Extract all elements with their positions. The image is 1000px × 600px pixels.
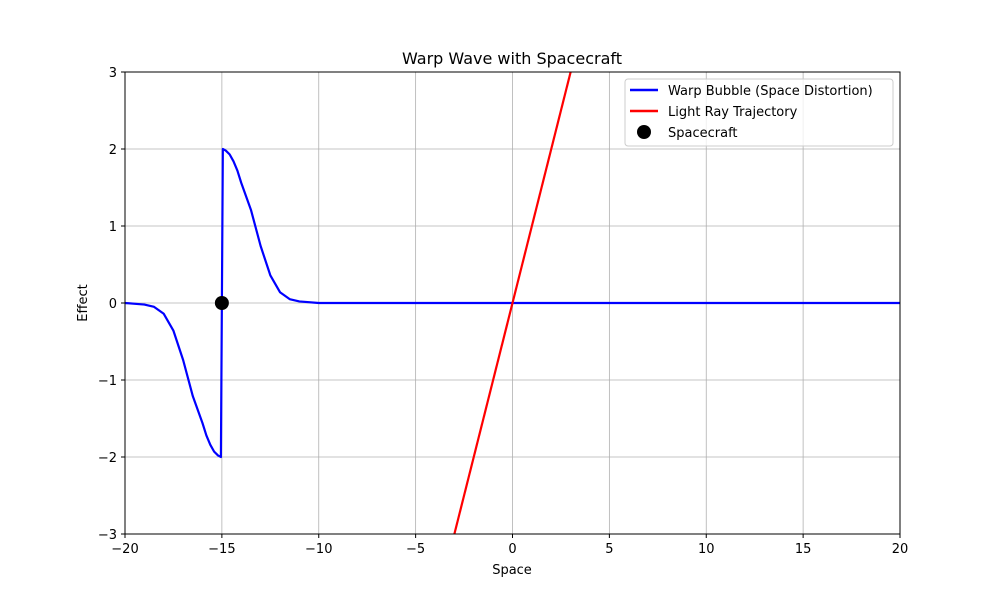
legend: Warp Bubble (Space Distortion) Light Ray… [624,78,894,147]
legend-label-spacecraft: Spacecraft [668,126,738,141]
legend-label-warp-bubble: Warp Bubble (Space Distortion) [668,84,873,99]
x-tick-label: 5 [605,542,613,557]
x-tick-label: −15 [208,542,235,557]
series-line-warp-bubble-space-distortion [125,147,900,459]
series-point-spacecraft [214,296,229,310]
legend-swatch-spacecraft [637,125,651,139]
legend-label-light-ray: Light Ray Trajectory [668,105,798,120]
y-tick-label: 1 [109,220,117,235]
y-axis-label: Effect [76,284,91,321]
x-tick-label: 20 [892,542,909,557]
x-tick-label: 15 [795,542,812,557]
chart-title: Warp Wave with Spacecraft [402,49,622,68]
x-tick-label: −10 [305,542,332,557]
series-line-light-ray-trajectory [453,72,572,534]
x-tick-label: −20 [111,542,138,557]
y-tick-label: −1 [98,374,117,389]
y-tick-label: −2 [98,451,117,466]
y-tick-label: 3 [109,66,117,81]
series-layer [125,72,900,534]
legend-box [624,78,894,147]
y-tick-label: −3 [98,528,117,543]
x-axis-label: Space [492,563,532,578]
y-tick-label: 2 [109,143,117,158]
x-tick-label: −5 [406,542,425,557]
y-tick-label: 0 [109,297,117,312]
x-tick-label: 0 [508,542,516,557]
x-tick-label: 10 [698,542,715,557]
